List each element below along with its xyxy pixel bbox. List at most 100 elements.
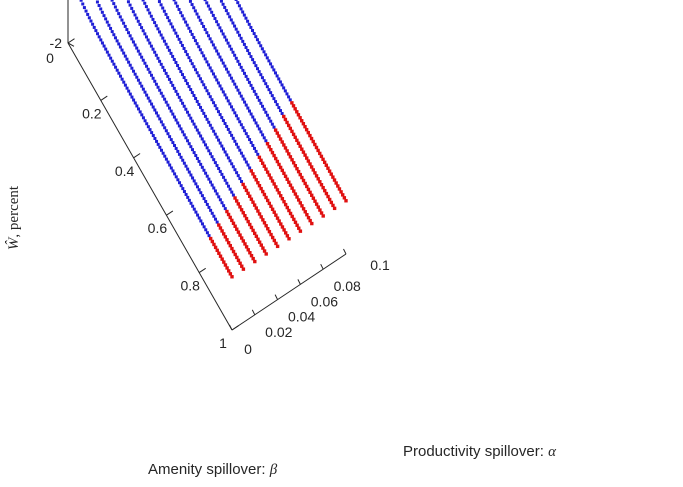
data-point-red xyxy=(269,204,273,209)
alpha-tick-mark xyxy=(274,294,279,300)
data-point-blue xyxy=(123,83,127,87)
data-point-blue xyxy=(182,76,186,80)
data-point-blue xyxy=(238,120,242,124)
data-point-blue xyxy=(212,214,216,218)
data-point-blue xyxy=(226,99,230,103)
data-point-red xyxy=(293,135,297,140)
data-point-blue xyxy=(144,5,148,9)
data-point-blue xyxy=(166,132,170,136)
data-point-blue xyxy=(210,69,214,73)
data-point-blue xyxy=(133,43,137,47)
data-point-blue xyxy=(221,61,225,65)
data-point-red xyxy=(220,229,224,233)
data-point-red xyxy=(225,238,229,242)
data-point-red xyxy=(231,249,236,254)
data-point-red xyxy=(290,101,294,105)
data-point-blue xyxy=(92,25,96,29)
data-point-red xyxy=(236,202,241,206)
data-point-red xyxy=(339,190,343,194)
data-point-blue xyxy=(273,71,277,75)
data-point-red xyxy=(272,153,276,158)
data-point-red xyxy=(300,147,304,151)
data-point-blue xyxy=(225,153,229,157)
data-point-blue xyxy=(135,16,139,20)
data-point-blue xyxy=(259,101,263,105)
data-point-red xyxy=(336,184,340,188)
data-point-blue xyxy=(189,116,193,120)
data-point-red xyxy=(252,203,257,207)
data-point-red xyxy=(226,241,231,245)
data-point-blue xyxy=(226,127,230,131)
alpha-axis-label: Productivity spillover: α xyxy=(403,443,557,460)
data-point-blue xyxy=(244,45,248,49)
data-point-red xyxy=(233,224,237,228)
data-point-blue xyxy=(182,133,186,137)
data-point-blue xyxy=(254,121,258,125)
data-point-blue xyxy=(138,52,142,56)
data-point-blue xyxy=(234,114,238,118)
data-point-blue xyxy=(215,164,219,168)
data-point-red xyxy=(240,264,244,268)
data-point-red xyxy=(311,196,316,200)
data-point-blue xyxy=(247,22,251,26)
data-point-blue xyxy=(202,168,206,172)
beta-axis-text: Amenity spillover: xyxy=(148,461,270,478)
data-point-blue xyxy=(229,76,233,80)
data-point-blue xyxy=(154,82,158,86)
data-point-red xyxy=(275,159,280,164)
data-point-blue xyxy=(202,54,206,58)
data-point-blue xyxy=(246,19,250,23)
data-point-blue xyxy=(262,50,266,54)
data-point-blue xyxy=(223,122,227,125)
data-point-blue xyxy=(213,189,217,193)
data-point-red xyxy=(316,148,320,153)
data-point-blue xyxy=(254,64,258,68)
data-point-red xyxy=(303,124,307,129)
data-point-red xyxy=(251,228,255,233)
data-point-blue xyxy=(259,73,263,77)
data-point-red xyxy=(251,200,255,204)
data-point-blue xyxy=(220,87,224,91)
data-point-red xyxy=(327,169,332,173)
data-point-blue xyxy=(180,43,184,47)
data-point-blue xyxy=(192,36,196,40)
data-point-red xyxy=(331,175,335,179)
beta-axis-symbol: β xyxy=(269,462,278,478)
data-point-blue xyxy=(233,82,237,86)
data-point-blue xyxy=(163,97,167,101)
data-point-blue xyxy=(173,144,177,148)
data-point-blue xyxy=(146,125,150,129)
data-point-red xyxy=(298,144,302,148)
data-point-blue xyxy=(113,36,117,40)
data-point-blue xyxy=(241,10,245,14)
data-point-red xyxy=(217,223,221,227)
data-point-red xyxy=(272,210,276,214)
data-point-blue xyxy=(209,180,213,184)
data-point-blue xyxy=(175,4,179,8)
data-point-red xyxy=(259,215,263,219)
data-point-blue xyxy=(190,119,194,123)
data-point-red xyxy=(257,155,262,160)
data-point-red xyxy=(290,186,294,190)
data-point-blue xyxy=(195,71,199,75)
data-point-blue xyxy=(176,149,180,153)
data-point-blue xyxy=(265,85,269,89)
data-point-blue xyxy=(208,95,212,99)
data-point-blue xyxy=(184,107,188,111)
data-point-blue xyxy=(197,216,201,220)
data-point-blue xyxy=(171,25,175,29)
data-point-blue xyxy=(267,59,271,63)
data-point-blue xyxy=(156,56,160,60)
alpha-tick-label: 0.02 xyxy=(265,324,292,340)
data-point-blue xyxy=(246,135,250,139)
data-point-blue xyxy=(186,167,190,171)
data-point-blue xyxy=(163,126,167,130)
data-point-blue xyxy=(241,39,245,43)
data-point-blue xyxy=(190,148,194,152)
data-point-blue xyxy=(226,12,230,16)
data-point-blue xyxy=(239,7,243,11)
data-point-blue xyxy=(168,135,172,139)
data-point-blue xyxy=(115,8,119,12)
data-point-blue xyxy=(210,211,214,215)
data-point-red xyxy=(292,189,296,193)
